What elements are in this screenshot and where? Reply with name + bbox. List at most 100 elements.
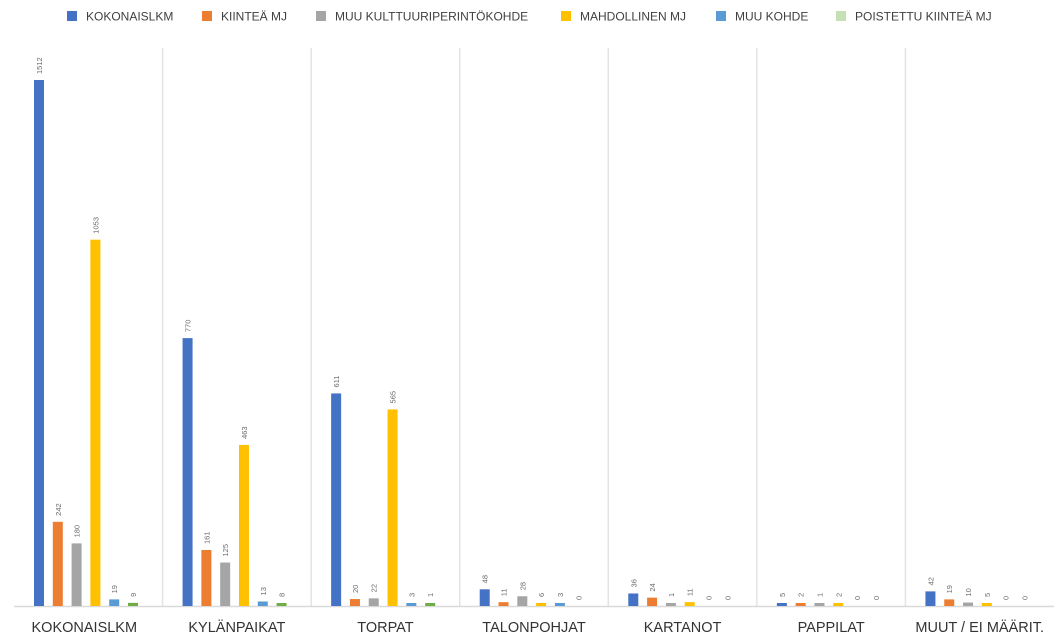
data-label-kylänpaikat-kokonaislkm: 770	[184, 320, 193, 333]
bar-muut-ei-määrit-kokonaislkm	[925, 591, 936, 606]
data-label-kartanot-muu-kulttuuriperintökohde: 1	[667, 593, 676, 597]
data-label-pappilat-kiinteä-mj: 2	[797, 593, 806, 597]
legend-label-kiinteä-mj: KIINTEÄ MJ	[221, 10, 287, 24]
bar-kylänpaikat-muu-kohde	[257, 601, 268, 606]
legend-label-kokonaislkm: KOKONAISLKM	[86, 10, 173, 24]
data-label-muut-ei-määrit-kokonaislkm: 42	[926, 577, 935, 585]
bar-muut-ei-määrit-muu-kulttuuriperintökohde	[963, 602, 974, 606]
data-label-muut-ei-määrit-muu-kohde: 0	[1002, 596, 1011, 600]
bar-kartanot-mahdollinen-mj	[684, 602, 695, 606]
bar-pappilat-mahdollinen-mj	[833, 603, 844, 606]
bar-talonpohjat-muu-kulttuuriperintökohde	[517, 596, 528, 606]
data-label-muut-ei-määrit-muu-kulttuuriperintökohde: 10	[964, 588, 973, 596]
data-label-pappilat-kokonaislkm: 5	[778, 593, 787, 597]
data-label-talonpohjat-poistettu-kiinteä-mj: 0	[575, 596, 584, 600]
data-label-kylänpaikat-muu-kohde: 13	[259, 587, 268, 595]
legend-swatch-mahdollinen-mj	[561, 11, 571, 21]
category-label-kartanot: KARTANOT	[644, 620, 722, 636]
bar-muut-ei-määrit-kiinteä-mj	[944, 599, 955, 606]
data-label-torpat-kokonaislkm: 611	[332, 375, 341, 387]
data-label-talonpohjat-muu-kulttuuriperintökohde: 28	[518, 582, 527, 590]
category-label-pappilat: PAPPILAT	[798, 620, 865, 636]
bar-group-pappilat: 5 2 1 2 0 0	[776, 593, 881, 606]
bar-pappilat-kokonaislkm	[776, 603, 787, 606]
legend-label-muu-kulttuuriperintökohde: MUU KULTTUURIPERINTÖKOHDE	[335, 10, 528, 24]
data-label-torpat-muu-kulttuuriperintökohde: 22	[370, 584, 379, 592]
bar-torpat-mahdollinen-mj	[387, 409, 398, 606]
data-label-torpat-poistettu-kiinteä-mj: 1	[426, 593, 435, 597]
category-label-kylänpaikat: KYLÄNPAIKAT	[188, 619, 285, 636]
data-label-talonpohjat-kiinteä-mj: 11	[500, 588, 509, 596]
data-label-pappilat-poistettu-kiinteä-mj: 0	[872, 596, 881, 600]
data-label-torpat-mahdollinen-mj: 565	[389, 391, 398, 404]
data-label-muut-ei-määrit-mahdollinen-mj: 5	[983, 593, 992, 597]
bar-kartanot-kiinteä-mj	[647, 597, 658, 606]
bar-talonpohjat-mahdollinen-mj	[536, 603, 547, 606]
bar-kokonaislkm-muu-kulttuuriperintökohde	[71, 543, 82, 606]
data-label-talonpohjat-mahdollinen-mj: 6	[537, 593, 546, 597]
bar-kartanot-muu-kulttuuriperintökohde	[665, 603, 676, 606]
data-label-kylänpaikat-kiinteä-mj: 161	[202, 531, 211, 544]
data-label-pappilat-mahdollinen-mj: 2	[834, 593, 843, 597]
bar-torpat-poistettu-kiinteä-mj	[425, 603, 436, 606]
bar-talonpohjat-kokonaislkm	[479, 589, 490, 606]
bar-group-kylänpaikat: 770 161 125 463 13 8	[182, 320, 287, 606]
legend-swatch-muu-kohde	[716, 11, 726, 21]
bar-kylänpaikat-muu-kulttuuriperintökohde	[220, 562, 231, 606]
bar-pappilat-muu-kulttuuriperintökohde	[814, 603, 825, 606]
legend-label-muu-kohde: MUU KOHDE	[735, 10, 808, 24]
data-label-torpat-kiinteä-mj: 20	[351, 585, 360, 593]
data-label-kokonaislkm-muu-kulttuuriperintökohde: 180	[73, 525, 82, 538]
bar-kokonaislkm-muu-kohde	[109, 599, 120, 606]
legend-swatch-poistettu-kiinteä-mj	[836, 11, 846, 21]
data-label-kokonaislkm-poistettu-kiinteä-mj: 9	[129, 593, 138, 597]
bar-group-kokonaislkm: 1512 242 180 1053 19 9	[34, 57, 138, 606]
bar-muut-ei-määrit-mahdollinen-mj	[981, 603, 992, 606]
bar-pappilat-kiinteä-mj	[795, 603, 806, 606]
legend-label-poistettu-kiinteä-mj: POISTETTU KIINTEÄ MJ	[855, 10, 992, 24]
bar-kokonaislkm-mahdollinen-mj	[90, 239, 101, 606]
data-label-kokonaislkm-kokonaislkm: 1512	[35, 57, 44, 74]
legend-swatch-muu-kulttuuriperintökohde	[316, 11, 326, 21]
data-label-kokonaislkm-mahdollinen-mj: 1053	[91, 217, 100, 234]
bar-torpat-muu-kulttuuriperintökohde	[368, 598, 379, 606]
data-label-kartanot-poistettu-kiinteä-mj: 0	[723, 596, 732, 600]
bar-kylänpaikat-poistettu-kiinteä-mj	[276, 603, 287, 606]
data-label-kartanot-mahdollinen-mj: 11	[686, 588, 695, 596]
bar-kokonaislkm-poistettu-kiinteä-mj	[128, 602, 138, 606]
data-label-kokonaislkm-kiinteä-mj: 242	[54, 503, 63, 516]
data-label-kartanot-kiinteä-mj: 24	[648, 583, 657, 591]
bar-kylänpaikat-kiinteä-mj	[201, 549, 212, 606]
data-label-talonpohjat-kokonaislkm: 48	[481, 575, 490, 583]
bar-kokonaislkm-kiinteä-mj	[52, 521, 63, 606]
data-label-muut-ei-määrit-kiinteä-mj: 19	[945, 585, 954, 593]
data-label-muut-ei-määrit-poistettu-kiinteä-mj: 0	[1020, 596, 1029, 600]
data-label-kartanot-kokonaislkm: 36	[629, 579, 638, 587]
data-label-pappilat-muu-kulttuuriperintökohde: 1	[815, 593, 824, 597]
data-label-kylänpaikat-muu-kulttuuriperintökohde: 125	[221, 544, 230, 557]
data-label-kylänpaikat-poistettu-kiinteä-mj: 8	[278, 593, 287, 597]
data-label-torpat-muu-kohde: 3	[407, 593, 416, 597]
bar-kylänpaikat-mahdollinen-mj	[238, 444, 249, 606]
bar-talonpohjat-muu-kohde	[554, 603, 565, 606]
legend-label-mahdollinen-mj: MAHDOLLINEN MJ	[580, 10, 686, 24]
bar-kokonaislkm-kokonaislkm	[34, 80, 44, 606]
bar-talonpohjat-kiinteä-mj	[498, 602, 509, 606]
data-label-kartanot-muu-kohde: 0	[704, 596, 713, 600]
legend-swatch-kiinteä-mj	[202, 11, 212, 21]
bar-group-torpat: 611 20 22 565 3 1	[331, 375, 436, 606]
bar-group-talonpohjat: 48 11 28 6 3 0	[479, 575, 584, 606]
category-label-talonpohjat: TALONPOHJAT	[482, 620, 586, 636]
category-label-torpat: TORPAT	[357, 620, 414, 636]
bar-torpat-muu-kohde	[406, 603, 417, 606]
bar-group-muut-ei-määrit: 42 19 10 5 0 0	[925, 577, 1029, 606]
category-label-muut-ei-määrit: MUUT / EI MÄÄRIT.	[915, 619, 1044, 636]
legend-swatch-kokonaislkm	[67, 11, 77, 21]
category-label-kokonaislkm: KOKONAISLKM	[32, 620, 138, 636]
data-label-talonpohjat-muu-kohde: 3	[556, 593, 565, 597]
legend: KOKONAISLKM KIINTEÄ MJ MUU KULTTUURIPERINT…	[67, 10, 992, 24]
bar-kartanot-kokonaislkm	[628, 593, 639, 606]
